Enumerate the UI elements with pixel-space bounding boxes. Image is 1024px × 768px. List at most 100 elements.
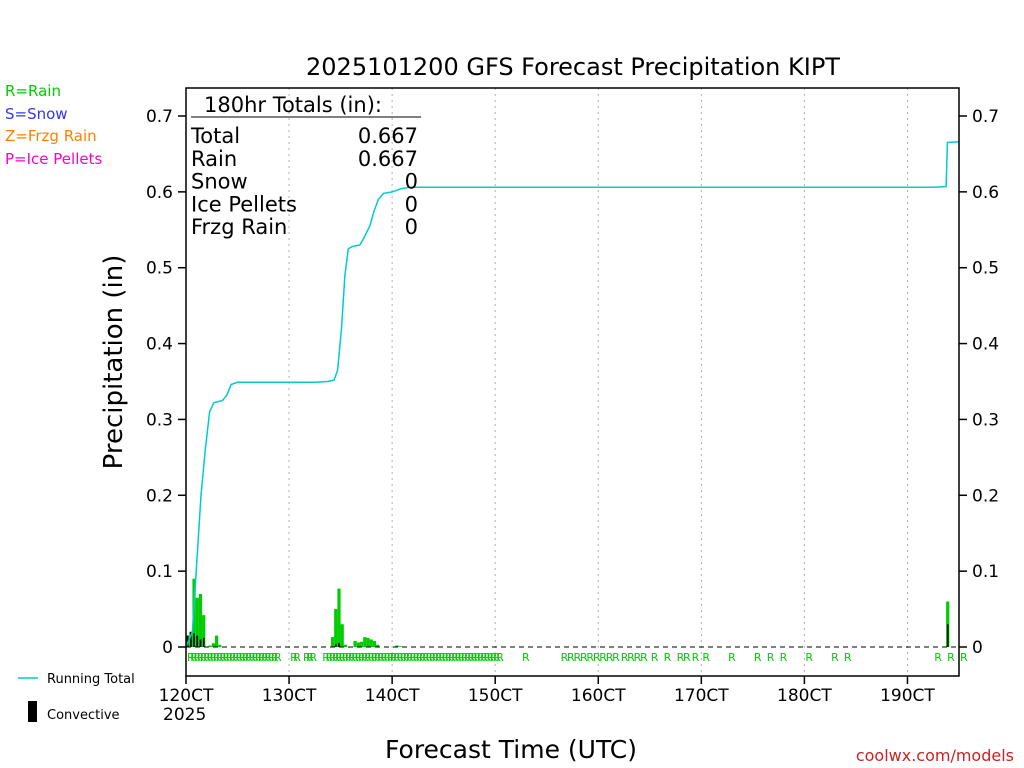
precip-type-marker-67: R (432, 651, 440, 664)
precip-type-marker-12: R (226, 651, 234, 664)
precip-type-marker-87: R (496, 651, 504, 664)
convective-bar-7 (338, 643, 340, 647)
precip-type-marker-45: R (361, 651, 369, 664)
precip-type-marker-77: R (464, 651, 472, 664)
precip-type-marker-83: R (483, 651, 491, 664)
precip-type-marker-47: R (367, 651, 375, 664)
precip-type-marker-34: R (325, 651, 333, 664)
precip-bar-11 (330, 637, 335, 647)
precip-type-marker-48: R (371, 651, 379, 664)
precip-type-marker-107: R (702, 651, 710, 664)
legend-ice-pellets: P=Ice Pellets (5, 150, 102, 168)
precip-type-marker-2: R (193, 651, 201, 664)
y-tick-label-right-3: 0.3 (972, 410, 999, 430)
precip-type-marker-71: R (445, 651, 453, 664)
precip-type-marker-69: R (438, 651, 446, 664)
precip-type-marker-102: R (651, 651, 659, 664)
precip-type-marker-112: R (805, 651, 813, 664)
precip-type-marker-5: R (203, 651, 211, 664)
precip-type-marker-39: R (342, 651, 350, 664)
precip-bar-25 (398, 646, 402, 647)
precip-type-marker-42: R (351, 651, 359, 664)
precip-type-marker-72: R (448, 651, 456, 664)
precip-type-marker-59: R (406, 651, 414, 664)
precip-bar-8 (211, 643, 215, 647)
precip-type-marker-15: R (235, 651, 243, 664)
precip-type-marker-32: R (309, 651, 317, 664)
precip-type-marker-21: R (255, 651, 263, 664)
precip-type-marker-46: R (364, 651, 372, 664)
totals-label-0: Total (190, 124, 240, 148)
convective-bar-4 (199, 639, 202, 647)
totals-value-0: 0.667 (358, 124, 418, 148)
x-tick-label-0: 120CT (159, 686, 214, 706)
x-tick-label-3: 150CT (468, 686, 523, 706)
precip-type-marker-57: R (400, 651, 408, 664)
precip-type-marker-76: R (461, 651, 469, 664)
precip-bar-9 (214, 635, 219, 647)
y-tick-label-right-4: 0.4 (972, 335, 999, 355)
precip-type-marker-94: R (593, 651, 601, 664)
precip-type-marker-6: R (206, 651, 214, 664)
precip-type-marker-27: R (274, 651, 282, 664)
precip-type-marker-9: R (216, 651, 224, 664)
precip-type-marker-117: R (960, 651, 968, 664)
precip-type-marker-114: R (844, 651, 852, 664)
precip-type-marker-90: R (567, 651, 575, 664)
precip-type-marker-41: R (348, 651, 356, 664)
totals-heading: 180hr Totals (in): (204, 93, 382, 117)
precip-type-marker-65: R (425, 651, 433, 664)
totals-value-3: 0 (405, 192, 418, 216)
precip-type-marker-28: R (290, 651, 298, 664)
precip-type-marker-95: R (599, 651, 607, 664)
precip-type-marker-50: R (377, 651, 385, 664)
precip-bar-24 (395, 645, 399, 647)
precip-type-marker-22: R (258, 651, 266, 664)
x-axis-ticks: 120CT 130CT 140CT 150CT 160CT 170CT 180CT 190CT (159, 676, 935, 706)
y-tick-label-left-7: 0.7 (146, 107, 173, 127)
precip-type-marker-52: R (383, 651, 391, 664)
convective-bars (186, 624, 949, 647)
y-tick-label-right-5: 0.5 (972, 259, 999, 279)
precip-type-marker-97: R (612, 651, 620, 664)
precip-type-marker-36: R (332, 651, 340, 664)
precip-type-marker-99: R (627, 651, 635, 664)
precip-type-marker-111: R (780, 651, 788, 664)
precip-type-marker-84: R (487, 651, 495, 664)
convective-bar-2 (193, 633, 195, 647)
precip-type-marker-66: R (429, 651, 437, 664)
precip-type-marker-1: R (190, 651, 198, 664)
chart-title: 2025101200 GFS Forecast Precipitation KI… (306, 53, 840, 81)
precip-type-marker-53: R (387, 651, 395, 664)
precip-type-marker-19: R (248, 651, 256, 664)
precip-type-marker-24: R (264, 651, 272, 664)
precip-type-marker-109: R (754, 651, 762, 664)
x-tick-label-4: 160CT (571, 686, 626, 706)
convective-bar-6 (334, 643, 337, 647)
precip-type-marker-81: R (477, 651, 485, 664)
legend-rain: R=Rain (5, 82, 61, 100)
totals-label-1: Rain (191, 147, 237, 171)
precip-type-marker-56: R (396, 651, 404, 664)
precip-type-marker-44: R (358, 651, 366, 664)
precip-type-marker-33: R (322, 651, 330, 664)
precip-bar-18 (359, 641, 364, 647)
precip-type-marker-108: R (728, 651, 736, 664)
precip-type-marker-37: R (335, 651, 343, 664)
y-axis-ticks: 0 00.1 0.10.2 0.20.3 0.30.4 0.40.5 0.50.6 0.60.… (146, 107, 999, 658)
precip-type-marker-75: R (458, 651, 466, 664)
precip-type-marker-0: R (187, 651, 195, 664)
convective-bar-8 (946, 624, 949, 647)
precip-bar-5 (202, 615, 206, 647)
precip-type-marker-35: R (329, 651, 337, 664)
precip-bar-4 (198, 593, 203, 647)
precip-type-marker-20: R (251, 651, 259, 664)
precip-type-marker-89: R (561, 651, 569, 664)
precip-type-marker-79: R (470, 651, 478, 664)
precip-type-marker-61: R (412, 651, 420, 664)
totals-value-4: 0 (405, 215, 418, 239)
precip-type-marker-93: R (586, 651, 594, 664)
year-label: 2025 (163, 705, 206, 725)
precip-bar-19 (363, 637, 367, 647)
